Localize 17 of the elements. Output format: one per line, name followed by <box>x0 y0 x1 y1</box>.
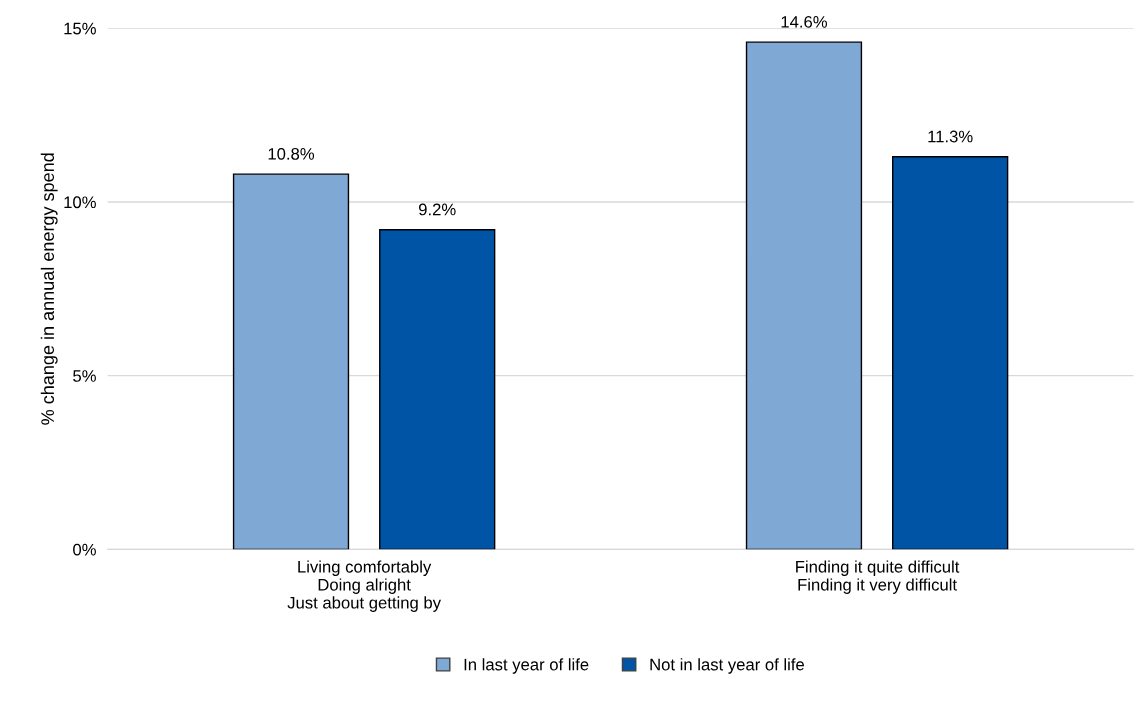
data-label: 10.8% <box>268 147 315 160</box>
y-tick-label: 15% <box>64 22 96 35</box>
x-tick-label: Finding it quite difficult Finding it very difficult <box>796 560 960 594</box>
data-label: 14.6% <box>781 15 828 28</box>
bar <box>379 229 496 550</box>
bar <box>892 156 1009 550</box>
bar <box>745 41 863 550</box>
data-label: 11.3% <box>928 130 973 143</box>
legend-label: Not in last year of life <box>650 658 804 674</box>
x-tick-label: Living comfortably Doing alright Just about getting by <box>287 560 441 612</box>
bar <box>232 173 350 550</box>
legend-label: In last year of life <box>464 658 589 674</box>
y-tick-label: 0% <box>73 543 96 556</box>
y-tick-label: 5% <box>73 370 96 382</box>
data-label: 9.2% <box>418 203 456 216</box>
y-tick-label: 10% <box>64 196 96 209</box>
y-axis-title: % change in annual energy spend <box>40 153 58 425</box>
